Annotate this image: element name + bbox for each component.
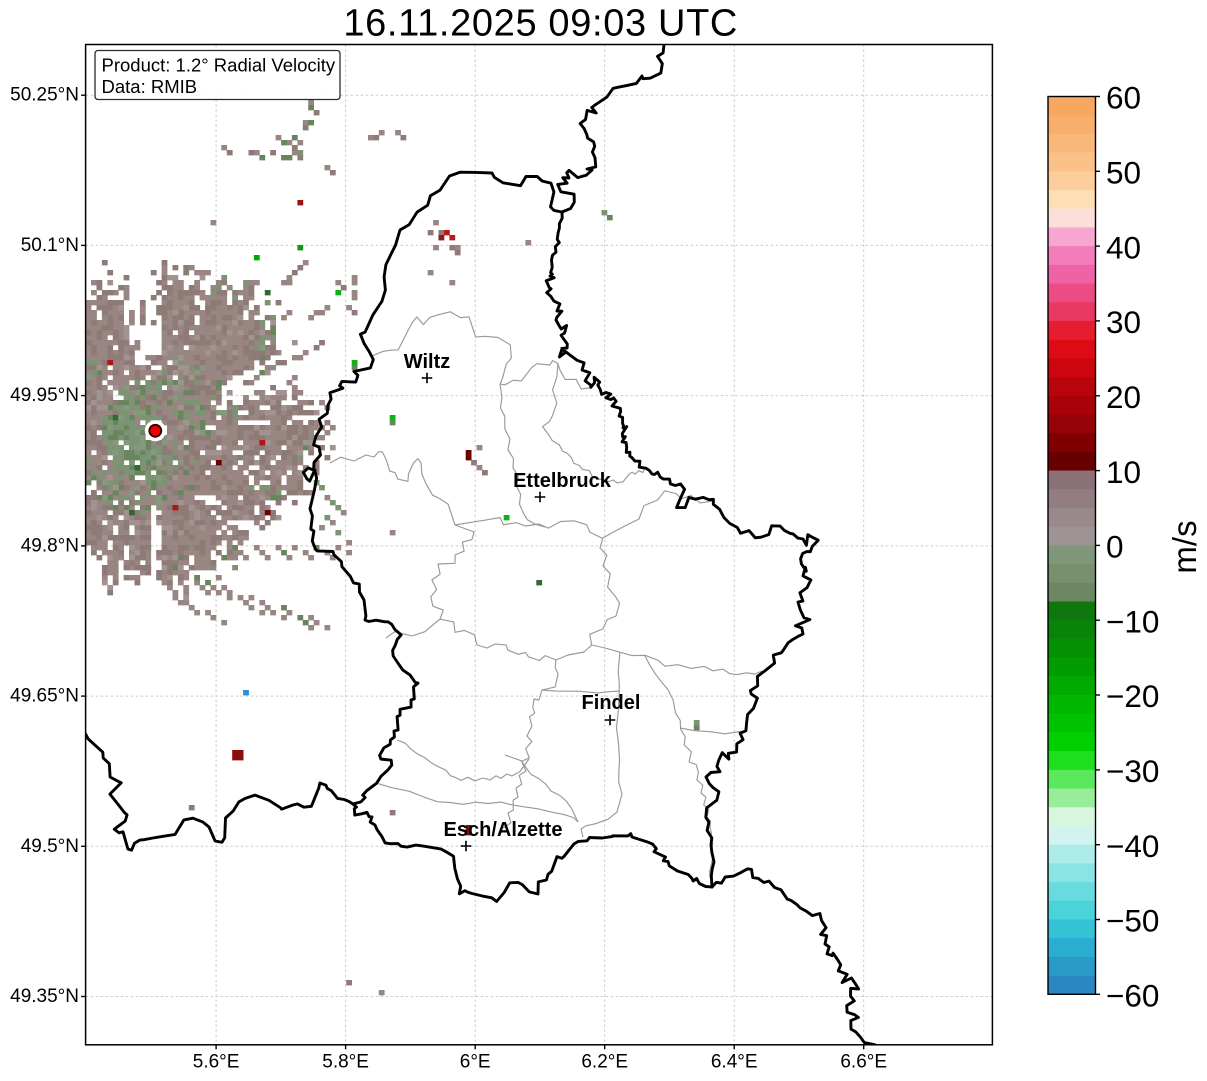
svg-text:−40: −40: [1106, 828, 1159, 864]
svg-text:49.65°N: 49.65°N: [10, 686, 79, 707]
svg-text:Ettelbruck: Ettelbruck: [513, 470, 612, 492]
svg-text:16.11.2025 09:03 UTC: 16.11.2025 09:03 UTC: [343, 3, 738, 45]
svg-text:60: 60: [1106, 80, 1141, 116]
svg-text:6.4°E: 6.4°E: [711, 1052, 758, 1073]
svg-text:5.8°E: 5.8°E: [322, 1052, 369, 1073]
svg-text:30: 30: [1106, 304, 1141, 340]
svg-text:50: 50: [1106, 155, 1141, 191]
svg-text:−30: −30: [1106, 753, 1159, 789]
svg-text:10: 10: [1106, 454, 1141, 490]
svg-text:Data: RMIB: Data: RMIB: [102, 76, 198, 97]
svg-text:49.95°N: 49.95°N: [10, 385, 79, 406]
svg-text:−60: −60: [1106, 978, 1159, 1014]
svg-text:Product: 1.2° Radial Velocity: Product: 1.2° Radial Velocity: [102, 55, 336, 76]
svg-text:20: 20: [1106, 379, 1141, 415]
svg-text:49.5°N: 49.5°N: [21, 836, 79, 857]
svg-text:5.6°E: 5.6°E: [193, 1052, 240, 1073]
svg-text:Findel: Findel: [582, 692, 641, 714]
svg-text:0: 0: [1106, 529, 1124, 565]
svg-text:40: 40: [1106, 229, 1141, 265]
svg-text:−20: −20: [1106, 678, 1159, 714]
svg-text:6°E: 6°E: [460, 1052, 491, 1073]
svg-text:−50: −50: [1106, 903, 1159, 939]
svg-text:−10: −10: [1106, 603, 1159, 639]
svg-text:Wiltz: Wiltz: [404, 351, 450, 373]
svg-text:m/s: m/s: [1166, 520, 1203, 573]
svg-text:6.2°E: 6.2°E: [581, 1052, 628, 1073]
svg-text:50.1°N: 50.1°N: [21, 235, 79, 256]
svg-text:6.6°E: 6.6°E: [840, 1052, 887, 1073]
svg-text:49.35°N: 49.35°N: [10, 986, 79, 1007]
svg-text:Esch/Alzette: Esch/Alzette: [444, 819, 563, 841]
svg-text:50.25°N: 50.25°N: [10, 85, 79, 106]
svg-text:49.8°N: 49.8°N: [21, 535, 79, 556]
